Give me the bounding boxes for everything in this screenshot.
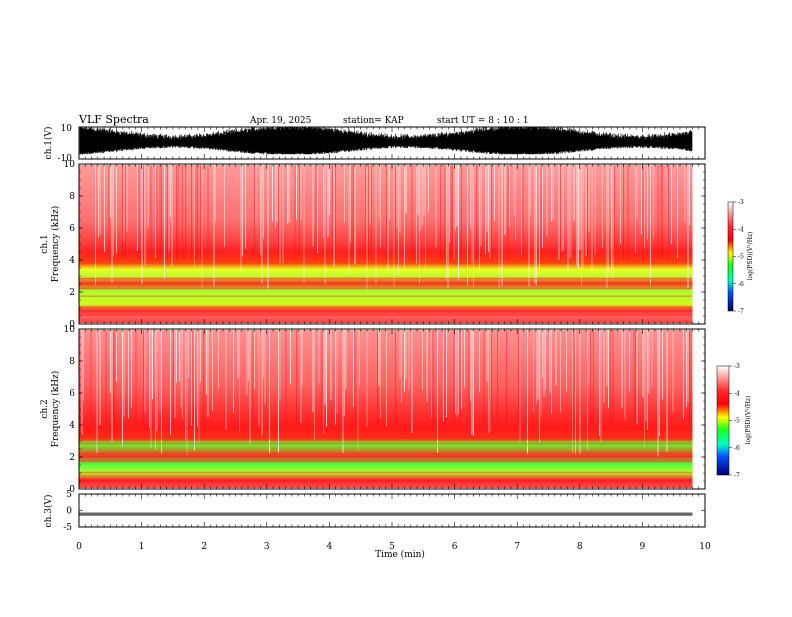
freq-tick-label: 4 [69, 256, 75, 266]
freq-tick-label: 2 [69, 288, 75, 298]
date-label: Apr. 19, 2025 [249, 116, 312, 126]
ch2-ylabel-channel: ch.2 [40, 399, 50, 418]
ch3-waveform-panel: ch.3(V) [43, 493, 706, 528]
colorbar-tick-label: -3 [734, 363, 740, 370]
x-tick-label: 0 [76, 542, 82, 552]
ch1-spectrogram-panel: ch.1 Frequency (kHz) -3 -4 -5 -6 -7 log(PSD)… [40, 163, 754, 325]
ch2-colorbar [716, 365, 730, 476]
freq-tick-label: 2 [69, 453, 75, 463]
colorbar-tick-label: -5 [734, 418, 740, 425]
ch1-ylabel: ch.1(V) [43, 127, 54, 160]
x-tick-label: 3 [264, 542, 270, 552]
x-tick-label: 4 [327, 542, 333, 552]
freq-tick-label: 8 [69, 357, 75, 367]
x-axis-label: Time (min) [375, 549, 425, 560]
colorbar-tick-label: -7 [738, 308, 744, 315]
ch3-ytick-label: 0 [66, 507, 72, 517]
ch2-ylabel-frequency: Frequency (kHz) [50, 371, 61, 448]
ch3-ytick-label: -5 [63, 523, 72, 533]
x-tick-label: 8 [577, 542, 583, 552]
ch3-ylabel: ch.3(V) [43, 495, 54, 528]
x-tick-label: 5 [389, 542, 395, 552]
ch2-colorbar-label: log(PSD)(V²/Hz) [745, 396, 752, 445]
ch1-ylabel-channel: ch.1 [40, 234, 50, 253]
station-label: station= KAP [343, 116, 404, 126]
ch1-ytick-bottom: -10 [58, 154, 73, 164]
freq-tick-label: 4 [69, 421, 75, 431]
colorbar-tick-label: -3 [738, 199, 744, 206]
freq-tick-label: 0 [69, 320, 75, 330]
x-tick-label: 1 [139, 542, 145, 552]
freq-tick-label: 10 [64, 160, 76, 170]
colorbar-tick-label: -7 [734, 472, 740, 479]
ch1-waveform-panel: 10 -10 ch.1(V) [43, 124, 706, 164]
colorbar-tick-label: -4 [734, 390, 740, 397]
freq-tick-label: 6 [69, 224, 75, 234]
ch1-spectrogram-image [79, 165, 693, 323]
colorbar-tick-label: -4 [738, 226, 744, 233]
freq-tick-label: 0 [69, 485, 75, 495]
freq-tick-label: 10 [64, 325, 76, 335]
ch1-ytick-top: 10 [61, 124, 73, 134]
colorbar-tick-label: -6 [734, 445, 740, 452]
ch1-colorbar [727, 201, 734, 312]
colorbar-tick-label: -5 [738, 254, 744, 261]
ch2-spectrogram-panel: ch.2 Frequency (kHz) -3 -4 -5 -6 -7 log(PSD)… [40, 328, 752, 490]
x-tick-label: 10 [699, 542, 711, 552]
start-time-label: start UT = 8 : 10 : 1 [437, 116, 529, 126]
ch1-waveform-line [79, 127, 693, 155]
x-tick-label: 7 [514, 542, 520, 552]
freq-tick-label: 6 [69, 389, 75, 399]
x-tick-label: 2 [201, 542, 207, 552]
freq-tick-label: 8 [69, 192, 75, 202]
x-tick-label: 9 [640, 542, 646, 552]
ch3-ytick-label: 5 [66, 490, 72, 500]
figure-title: VLF Spectra [78, 113, 149, 126]
ch1-ylabel-frequency: Frequency (kHz) [50, 206, 61, 283]
ch3-waveform-line [79, 512, 693, 516]
ch1-colorbar-label: log(PSD)(V²/Hz) [747, 232, 754, 281]
colorbar-tick-label: -6 [738, 281, 744, 288]
x-tick-label: 6 [452, 542, 458, 552]
